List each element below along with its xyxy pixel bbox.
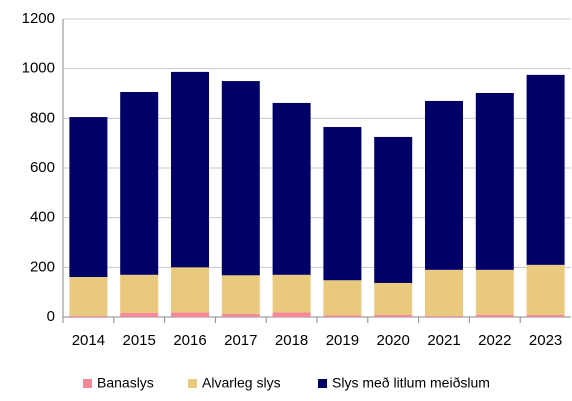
bar-segment [323, 127, 362, 281]
bar-segment [374, 282, 413, 316]
legend-swatch [83, 379, 92, 388]
bar-segment [475, 269, 514, 315]
bar-segment [526, 264, 565, 316]
bar-segment [69, 117, 108, 278]
bar-segment [221, 81, 260, 276]
bar-segment [323, 315, 362, 317]
y-tick-label: 0 [47, 308, 55, 325]
legend-label: Banaslys [97, 375, 154, 391]
x-tick-label: 2022 [478, 332, 511, 349]
bar-segment [323, 280, 362, 316]
bar-segment [120, 92, 159, 275]
x-tick-label: 2014 [72, 332, 105, 349]
bar-segment [475, 314, 514, 317]
legend-swatch [188, 379, 197, 388]
bar-segment [69, 277, 108, 317]
bar-segment [374, 136, 413, 283]
bar-segment [425, 269, 463, 317]
y-tick-label: 800 [30, 109, 55, 126]
bar-segment [272, 312, 311, 317]
x-tick-label: 2015 [123, 332, 156, 349]
y-tick-label: 1000 [22, 60, 55, 77]
bar-segment [120, 313, 159, 317]
x-tick-label: 2017 [224, 332, 257, 349]
x-tick-label: 2016 [173, 332, 206, 349]
legend-swatch [318, 379, 327, 388]
bar-segment [221, 275, 260, 315]
legend-label: Slys með litlum meiðslum [332, 375, 490, 391]
bar-segment [272, 102, 311, 275]
x-tick-label: 2019 [326, 332, 359, 349]
bar-segment [526, 74, 565, 265]
x-tick-label: 2021 [427, 332, 460, 349]
bar-segment [475, 93, 514, 270]
bar-segment [120, 274, 159, 314]
bar-segment [171, 267, 209, 313]
legend-label: Alvarleg slys [202, 375, 281, 391]
x-tick-label: 2018 [275, 332, 308, 349]
y-tick-label: 400 [30, 209, 55, 226]
y-tick-label: 200 [30, 258, 55, 275]
y-tick-label: 600 [30, 159, 55, 176]
x-tick-label: 2023 [529, 332, 562, 349]
bar-segment [69, 316, 108, 317]
x-tick-label: 2020 [377, 332, 410, 349]
bar-segment [272, 274, 311, 313]
bar-segment [171, 312, 209, 317]
bar-segment [425, 100, 463, 270]
bar-segment [425, 316, 463, 317]
bar-segment [374, 315, 413, 317]
bar-segment [526, 315, 565, 317]
y-tick-label: 1200 [22, 10, 55, 27]
bar-segment [221, 314, 260, 317]
bar-segment [171, 71, 209, 268]
